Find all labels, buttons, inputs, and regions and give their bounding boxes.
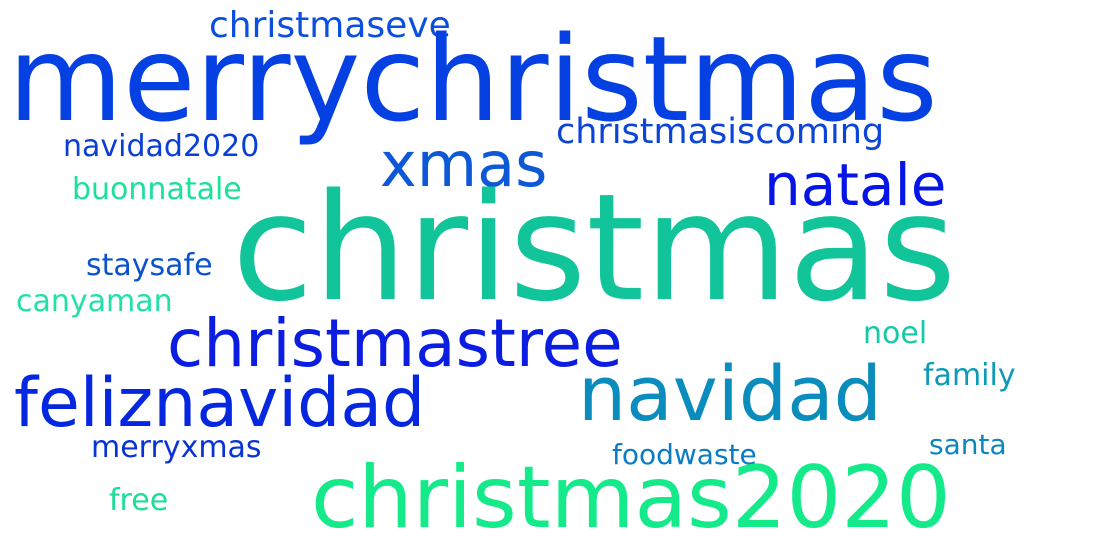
word-canyaman: canyaman (16, 284, 173, 319)
word-christmaseve: christmaseve (209, 5, 451, 46)
word-free: free (109, 483, 169, 518)
word-buonnatale: buonnatale (72, 172, 242, 207)
word-merryxmas: merryxmas (91, 430, 262, 465)
word-navidad: navidad (578, 349, 882, 438)
word-noel: noel (863, 316, 928, 351)
word-christmas2020: christmas2020 (311, 448, 951, 548)
word-christmasiscoming: christmasiscoming (556, 112, 885, 152)
word-feliznavidad: feliznavidad (14, 364, 426, 443)
word-christmastree: christmastree (167, 305, 623, 382)
word-christmas: christmas (232, 162, 957, 334)
word-xmas: xmas (380, 128, 548, 201)
word-family: family (923, 358, 1016, 393)
word-staysafe: staysafe (86, 248, 213, 283)
word-merrychristmas: merrychristmas (8, 10, 938, 148)
word-santa: santa (929, 428, 1007, 461)
word-natale: natale (764, 151, 947, 219)
word-navidad2020: navidad2020 (63, 129, 260, 164)
word-foodwaste: foodwaste (612, 438, 757, 471)
